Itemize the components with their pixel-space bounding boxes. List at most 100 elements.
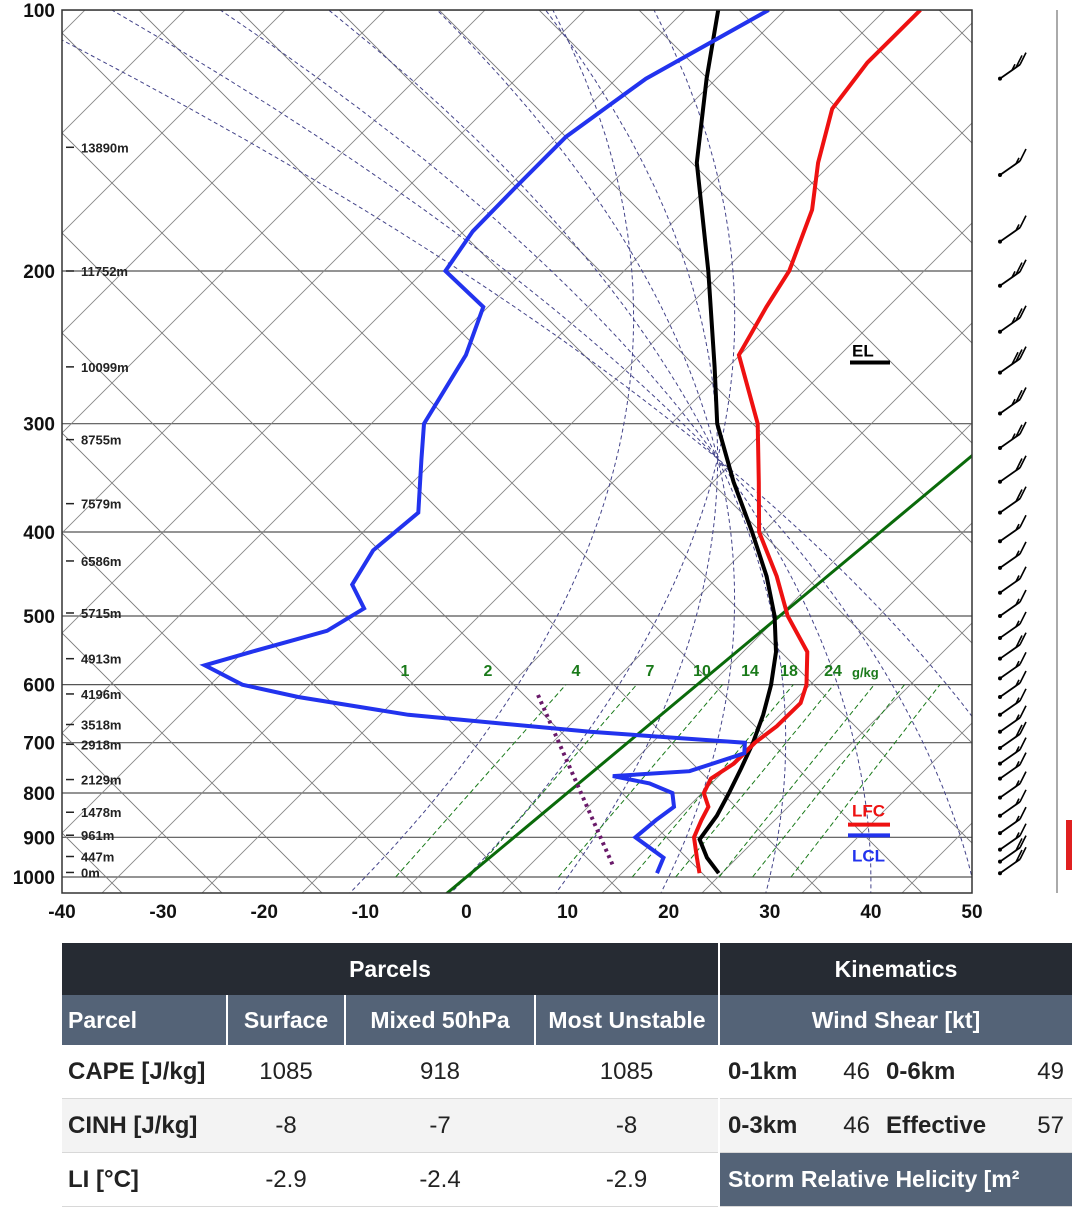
dry-adiabat-line: [1062, 0, 1072, 933]
shear-value: 57: [1017, 1099, 1072, 1153]
height-label: 10099m: [81, 360, 129, 375]
moist-adiabat-line: [112, 10, 976, 895]
barb-base: [998, 284, 1002, 288]
temperature-tick-label: -40: [48, 902, 75, 923]
barb-base: [998, 77, 1002, 81]
barb-flag: [1020, 515, 1026, 527]
barb-base: [998, 411, 1002, 415]
height-label: 11752m: [81, 264, 128, 279]
barb-base: [998, 730, 1002, 734]
height-label: 4913m: [81, 652, 121, 667]
wind-barb: [998, 260, 1026, 288]
height-label: 13890m: [81, 140, 129, 155]
barb-base: [998, 831, 1002, 835]
barb-base: [998, 762, 1002, 766]
height-label: 1478m: [81, 805, 121, 820]
height-label: 4196m: [81, 687, 121, 702]
parcels-table: Parcels Parcel Surface Mixed 50hPa Most …: [62, 943, 718, 1207]
skew-t-diagram: 1002003004005006007008009001000-40-30-20…: [0, 0, 1072, 940]
barb-flag: [1020, 772, 1026, 784]
table-row: CINH [J/kg] -8 -7 -8: [62, 1099, 718, 1153]
barb-base: [998, 695, 1002, 699]
srh-header: Storm Relative Helicity [m²: [720, 1153, 1072, 1207]
cape-mixed: 918: [345, 1045, 535, 1099]
pressure-tick-label: 700: [23, 734, 55, 755]
wind-barb: [998, 149, 1026, 177]
barb-base: [998, 330, 1002, 334]
height-label: 7579m: [81, 497, 121, 512]
barb-base: [998, 657, 1002, 661]
barb-base: [998, 614, 1002, 618]
pressure-tick-label: 200: [23, 262, 55, 283]
cape-surface: 1085: [227, 1045, 345, 1099]
barb-base: [998, 848, 1002, 852]
barb-flag: [1020, 567, 1026, 579]
wind-barb: [998, 567, 1026, 595]
indices-tables: Parcels Parcel Surface Mixed 50hPa Most …: [62, 943, 1072, 1200]
shear-label: Effective: [878, 1099, 1017, 1153]
temperature-tick-label: -10: [352, 902, 379, 923]
cape-mu: 1085: [535, 1045, 718, 1099]
mixing-ratio-label: 24: [824, 663, 842, 680]
dry-adiabat-line: [962, 0, 1072, 933]
col-parcel: Parcel: [62, 995, 227, 1045]
kinematics-title: Kinematics: [720, 943, 1072, 995]
cinh-surface: -8: [227, 1099, 345, 1153]
temperature-tick-label: 20: [658, 902, 679, 923]
el-label: EL: [852, 341, 874, 360]
barb-base: [998, 173, 1002, 177]
isotherm-line: [962, 0, 1072, 933]
barb-base: [998, 814, 1002, 818]
wind-barb: [998, 542, 1026, 570]
height-label: 2129m: [81, 773, 121, 788]
cinh-mu: -8: [535, 1099, 718, 1153]
barb-flag: [1020, 652, 1026, 664]
pressure-tick-label: 400: [23, 523, 55, 544]
table-row: 0-1km 46 0-6km 49: [720, 1045, 1072, 1099]
moist-adiabat-line: [220, 10, 871, 895]
pressure-tick-label: 300: [23, 415, 55, 436]
barb-flag: [1020, 590, 1026, 602]
wind-barb: [998, 836, 1026, 864]
mixing-ratio-label: 1: [401, 663, 410, 680]
barb-base: [998, 713, 1002, 717]
col-surface: Surface: [227, 995, 345, 1045]
temperature-tick-label: 50: [961, 902, 982, 923]
wind-barb: [998, 772, 1026, 800]
temperature-tick-label: 30: [759, 902, 780, 923]
mixing-ratio-label: 4: [572, 663, 581, 680]
height-label: 0m: [81, 865, 100, 880]
barb-flag: [1020, 706, 1026, 718]
temperature-tick-label: -30: [149, 902, 176, 923]
height-label: 5715m: [81, 606, 121, 621]
barb-base: [998, 480, 1002, 484]
moist-adiabat-line: [4, 10, 1072, 895]
wind-shear-header: Wind Shear [kt]: [720, 995, 1072, 1045]
wind-barb: [998, 847, 1026, 875]
shear-label: 0-1km: [720, 1045, 819, 1099]
mixing-ratio-line: [470, 685, 637, 877]
temperature-tick-label: 40: [860, 902, 881, 923]
barb-base: [998, 566, 1002, 570]
barb-panel-accent: [1066, 820, 1072, 870]
pressure-tick-label: 900: [23, 828, 55, 849]
plot-frame: [62, 10, 972, 893]
temperature-tick-label: 10: [557, 902, 578, 923]
mixing-ratio-label: 10: [693, 663, 711, 680]
li-mixed: -2.4: [345, 1153, 535, 1207]
lfc-label: LFC: [852, 802, 885, 821]
mixing-ratio-unit: g/kg: [852, 665, 879, 680]
barb-base: [998, 371, 1002, 375]
wind-barb: [998, 487, 1026, 515]
wind-barb: [998, 387, 1026, 415]
pressure-tick-label: 1000: [13, 868, 55, 889]
barb-base: [998, 636, 1002, 640]
wind-barb: [998, 456, 1026, 484]
barb-base: [998, 860, 1002, 864]
wind-barb: [998, 671, 1026, 699]
temperature-tick-label: -20: [250, 902, 277, 923]
isotherm-line: [1062, 0, 1072, 933]
shear-label: 0-6km: [878, 1045, 1017, 1099]
height-label: 3518m: [81, 718, 121, 733]
mixing-ratio-line: [632, 685, 793, 877]
